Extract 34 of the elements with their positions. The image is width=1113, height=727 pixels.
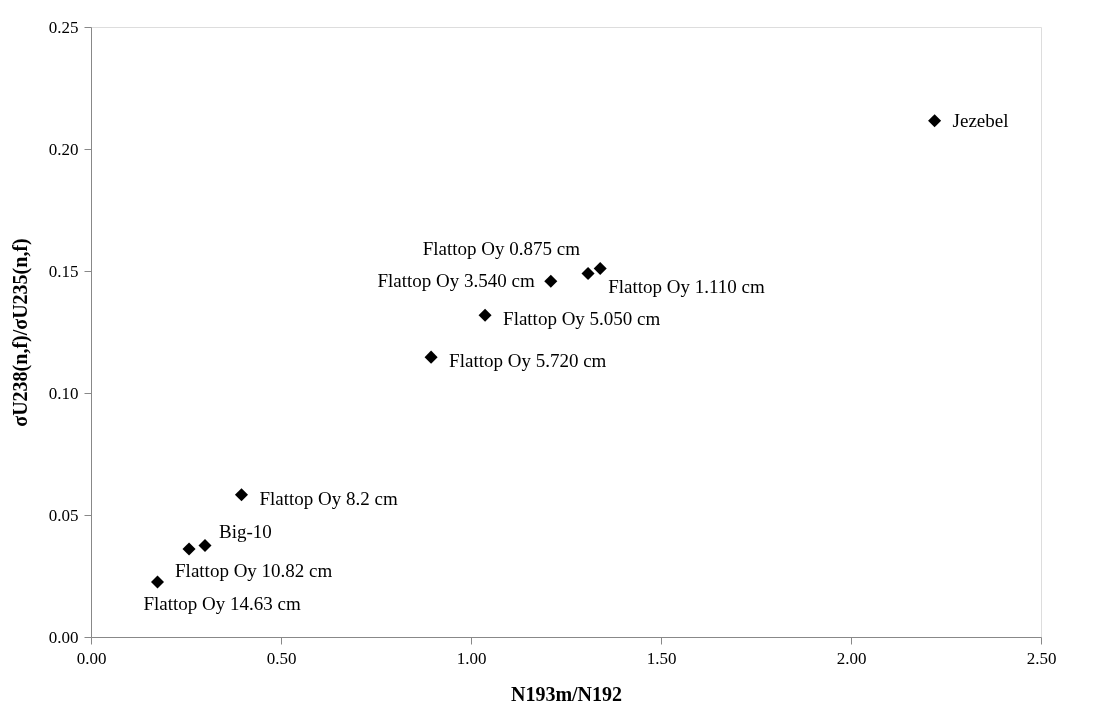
annotation: Flattop Oy 0.875 cm [422, 238, 581, 260]
annotation: Flattop Oy 5.720 cm [449, 350, 607, 372]
annotation: Flattop Oy 10.82 cm [175, 559, 333, 581]
x-tick-label: 2.50 [1026, 648, 1057, 668]
annotation: Flattop Oy 5.050 cm [503, 308, 661, 330]
point [478, 308, 492, 322]
point [593, 262, 607, 276]
point [182, 542, 196, 556]
y-tick-label: 0.00 [48, 627, 79, 647]
x-tick-label: 0.00 [76, 648, 107, 668]
y-tick-label: 0.25 [48, 17, 79, 37]
y-tick-label: 0.10 [48, 383, 79, 403]
point [544, 274, 558, 288]
y-axis-title: σU238(n,f)/σU235(n,f) [8, 238, 32, 427]
annotation: Flattop Oy 8.2 cm [259, 487, 398, 509]
annotation: Flattop Oy 1.110 cm [608, 275, 765, 297]
point [581, 266, 595, 280]
point [198, 538, 212, 553]
y-tick-label: 0.05 [48, 505, 79, 525]
point [424, 350, 438, 364]
point [234, 488, 248, 502]
x-tick-label: 1.00 [456, 648, 487, 668]
x-tick-label: 0.50 [266, 648, 297, 668]
x-axis-title: N193m/N192 [510, 682, 623, 705]
point [928, 114, 942, 128]
annotation: Big-10 [219, 520, 272, 542]
point [150, 575, 165, 589]
x-tick-label: 2.00 [836, 648, 867, 668]
annotation: Flattop Oy 14.63 cm [143, 593, 301, 615]
x-tick-label: 1.50 [646, 648, 677, 668]
y-tick-label: 0.20 [48, 139, 79, 159]
annotation: Flattop Oy 3.540 cm [377, 270, 536, 292]
annotation: Jezebel [952, 109, 1009, 131]
y-tick-label: 0.15 [48, 261, 79, 281]
